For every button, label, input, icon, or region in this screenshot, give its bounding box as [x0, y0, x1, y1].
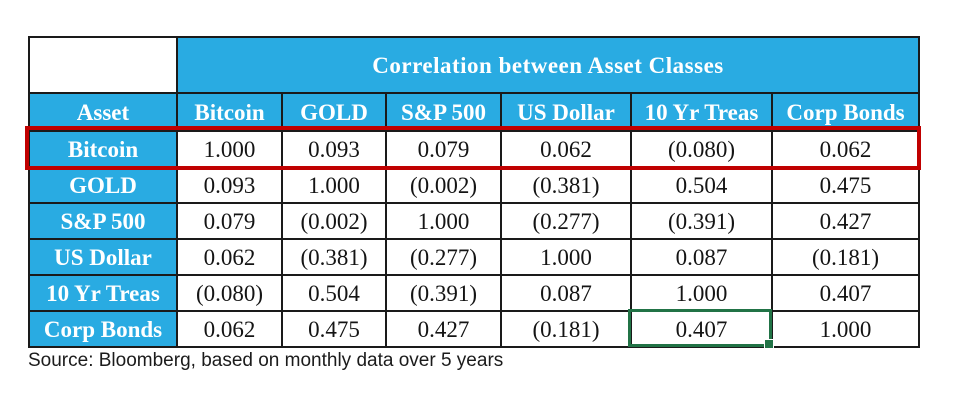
fill-handle[interactable] [764, 339, 774, 349]
column-header-bitcoin[interactable]: Bitcoin [176, 92, 283, 132]
selected-cell-outline[interactable] [628, 309, 774, 349]
cell-s-p-500-us-dollar[interactable]: (0.277) [500, 202, 632, 240]
cell-gold-s-p-500[interactable]: (0.002) [385, 166, 502, 204]
cell-corp-bonds-us-dollar[interactable]: (0.181) [500, 310, 632, 348]
cell-bitcoin-s-p-500[interactable]: 0.079 [385, 130, 502, 168]
cell-gold-corp-bonds[interactable]: 0.475 [770, 166, 921, 204]
table-title: Correlation between Asset Classes [175, 36, 921, 94]
cell-10-yr-treas-corp-bonds[interactable]: 0.407 [770, 274, 921, 312]
cell-gold-10-yr-treas[interactable]: 0.504 [630, 166, 773, 204]
title-row: Correlation between Asset Classes [28, 36, 921, 94]
cell-10-yr-treas-us-dollar[interactable]: 0.087 [500, 274, 632, 312]
row-header-bitcoin[interactable]: Bitcoin [28, 130, 178, 168]
column-header-us-dollar[interactable]: US Dollar [500, 92, 632, 132]
cell-s-p-500-gold[interactable]: (0.002) [281, 202, 387, 240]
cell-s-p-500-corp-bonds[interactable]: 0.427 [770, 202, 921, 240]
cell-gold-us-dollar[interactable]: (0.381) [500, 166, 632, 204]
row-header-gold[interactable]: GOLD [28, 166, 178, 204]
cell-corp-bonds-gold[interactable]: 0.475 [281, 310, 387, 348]
cell-10-yr-treas-s-p-500[interactable]: (0.391) [385, 274, 502, 312]
cell-bitcoin-bitcoin[interactable]: 1.000 [176, 130, 283, 168]
column-header-s-p-500[interactable]: S&P 500 [385, 92, 502, 132]
cell-corp-bonds-10-yr-treas[interactable]: 0.407 [630, 310, 773, 348]
cell-bitcoin-us-dollar[interactable]: 0.062 [500, 130, 632, 168]
table-corner-spacer [28, 36, 178, 94]
column-header-asset[interactable]: Asset [28, 92, 178, 132]
column-header-gold[interactable]: GOLD [281, 92, 387, 132]
cell-gold-gold[interactable]: 1.000 [281, 166, 387, 204]
table-row-gold: GOLD 0.093 1.000 (0.002) (0.381) 0.504 0.475 [28, 166, 921, 204]
table-row-us-dollar: US Dollar 0.062 (0.381) (0.277) 1.000 0.087 (0… [28, 238, 921, 276]
cell-10-yr-treas-gold[interactable]: 0.504 [281, 274, 387, 312]
table-row-s-p-500: S&P 500 0.079 (0.002) 1.000 (0.277) (0.391) 0.… [28, 202, 921, 240]
correlation-table: Correlation between Asset Classes Asset … [28, 36, 921, 348]
cell-10-yr-treas-bitcoin[interactable]: (0.080) [176, 274, 283, 312]
row-header-10-yr-treas[interactable]: 10 Yr Treas [28, 274, 178, 312]
row-header-s-p-500[interactable]: S&P 500 [28, 202, 178, 240]
cell-us-dollar-corp-bonds[interactable]: (0.181) [770, 238, 921, 276]
cell-corp-bonds-bitcoin[interactable]: 0.062 [176, 310, 283, 348]
column-header-10-yr-treas[interactable]: 10 Yr Treas [630, 92, 773, 132]
row-header-us-dollar[interactable]: US Dollar [28, 238, 178, 276]
source-note: Source: Bloomberg, based on monthly data… [28, 350, 504, 371]
table-body: Correlation between Asset Classes Asset … [28, 36, 921, 348]
cell-us-dollar-10-yr-treas[interactable]: 0.087 [630, 238, 773, 276]
cell-us-dollar-s-p-500[interactable]: (0.277) [385, 238, 502, 276]
table-row-corp-bonds: Corp Bonds 0.062 0.475 0.427 (0.181) 0.407 1.0… [28, 310, 921, 348]
cell-corp-bonds-corp-bonds[interactable]: 1.000 [770, 310, 921, 348]
cell-corp-bonds-s-p-500[interactable]: 0.427 [385, 310, 502, 348]
table-row-bitcoin: Bitcoin 1.000 0.093 0.079 0.062 (0.080) 0.062 [28, 130, 921, 168]
cell-gold-bitcoin[interactable]: 0.093 [176, 166, 283, 204]
cell-bitcoin-gold[interactable]: 0.093 [281, 130, 387, 168]
column-header-corp-bonds[interactable]: Corp Bonds [770, 92, 921, 132]
cell-us-dollar-bitcoin[interactable]: 0.062 [176, 238, 283, 276]
cell-bitcoin-10-yr-treas[interactable]: (0.080) [630, 130, 773, 168]
table-row-10-yr-treas: 10 Yr Treas (0.080) 0.504 (0.391) 0.087 1.000… [28, 274, 921, 312]
cell-s-p-500-bitcoin[interactable]: 0.079 [176, 202, 283, 240]
cell-s-p-500-10-yr-treas[interactable]: (0.391) [630, 202, 773, 240]
cell-10-yr-treas-10-yr-treas[interactable]: 1.000 [630, 274, 773, 312]
row-header-corp-bonds[interactable]: Corp Bonds [28, 310, 178, 348]
cell-us-dollar-us-dollar[interactable]: 1.000 [500, 238, 632, 276]
cell-bitcoin-corp-bonds[interactable]: 0.062 [770, 130, 921, 168]
header-row: Asset Bitcoin GOLD S&P 500 US Dollar 10 Yr T… [28, 92, 921, 132]
cell-us-dollar-gold[interactable]: (0.381) [281, 238, 387, 276]
cell-s-p-500-s-p-500[interactable]: 1.000 [385, 202, 502, 240]
